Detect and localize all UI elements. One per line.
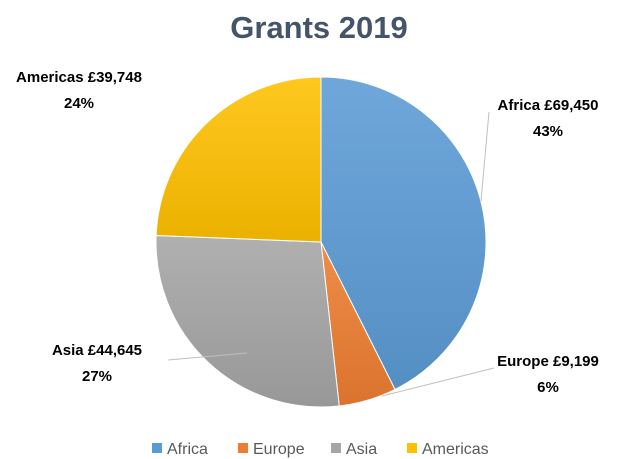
legend-swatch-asia: [331, 443, 341, 453]
legend-label-americas: Americas: [422, 441, 489, 458]
slices-layer: [155, 76, 487, 408]
legend-item-africa[interactable]: Africa: [152, 441, 208, 458]
data-label-africa-value: Africa £69,450: [498, 97, 599, 114]
data-label-asia-percent: 27%: [82, 368, 112, 385]
legend-label-asia: Asia: [346, 441, 377, 458]
leader-line-asia: [167, 352, 248, 361]
pie-slice-americas[interactable]: [155, 76, 322, 243]
data-label-africa-percent: 43%: [533, 123, 563, 140]
leader-line-europe: [381, 367, 495, 397]
data-labels-layer: Africa £69,450 43% Europe £9,199 6% Asia £44…: [16, 69, 599, 396]
legend-label-europe: Europe: [253, 441, 305, 458]
legend-label-africa: Africa: [167, 441, 208, 458]
legend-swatch-americas: [407, 443, 417, 453]
legend-item-americas[interactable]: Americas: [407, 441, 489, 458]
legend: Africa Europe Asia Americas: [152, 441, 489, 458]
data-label-asia-value: Asia £44,645: [52, 342, 142, 359]
pie-slice-asia[interactable]: [155, 235, 340, 408]
legend-swatch-europe: [238, 443, 248, 453]
chart-title: Grants 2019: [230, 10, 408, 45]
data-label-americas-value: Americas £39,748: [16, 69, 142, 86]
leader-line-africa: [480, 111, 490, 202]
data-label-europe-value: Europe £9,199: [497, 353, 599, 370]
legend-item-asia[interactable]: Asia: [331, 441, 377, 458]
data-label-europe-percent: 6%: [537, 379, 559, 396]
leader-lines-layer: [167, 111, 495, 397]
legend-item-europe[interactable]: Europe: [238, 441, 305, 458]
legend-swatch-africa: [152, 443, 162, 453]
data-label-americas-percent: 24%: [64, 95, 94, 112]
pie-slice-africa[interactable]: [320, 76, 487, 391]
